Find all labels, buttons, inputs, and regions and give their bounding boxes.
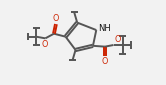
Text: O: O bbox=[53, 14, 59, 23]
Text: O: O bbox=[41, 40, 47, 49]
Text: O: O bbox=[102, 57, 108, 66]
Text: NH: NH bbox=[98, 24, 111, 33]
Text: O: O bbox=[115, 35, 121, 44]
